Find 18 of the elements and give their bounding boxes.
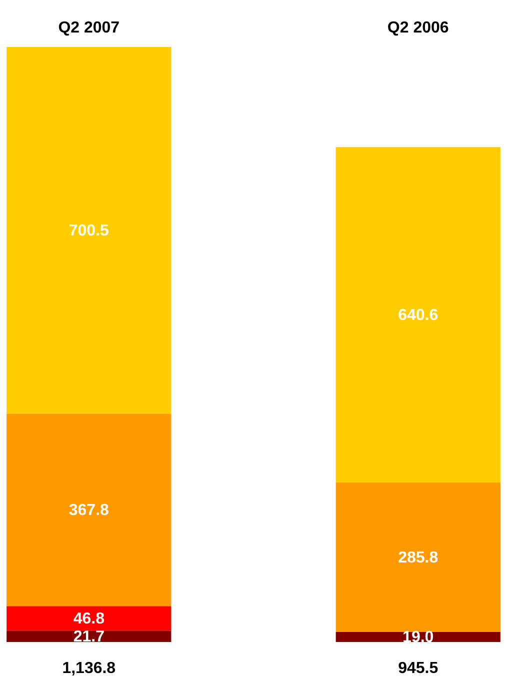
data-label: 21.7 bbox=[73, 628, 105, 646]
x-tick-label: Q2 2006 bbox=[387, 20, 449, 36]
total-label: 945.5 bbox=[398, 660, 438, 677]
bar bbox=[6, 414, 172, 606]
x-tick-label: Q2 2007 bbox=[58, 20, 120, 36]
bar bbox=[6, 630, 172, 642]
data-label: 285.8 bbox=[398, 549, 438, 566]
data-label: 367.8 bbox=[68, 502, 110, 519]
bar bbox=[6, 47, 172, 414]
data-label: 46.8 bbox=[73, 610, 105, 628]
bar bbox=[336, 632, 500, 642]
bar bbox=[336, 147, 500, 482]
total-label: 1,136.8 bbox=[62, 660, 116, 677]
data-label: 19.0 bbox=[402, 629, 434, 646]
data-label: 640.6 bbox=[398, 306, 438, 324]
bar bbox=[6, 606, 172, 631]
bar bbox=[336, 482, 500, 632]
data-label: 700.5 bbox=[68, 222, 110, 240]
